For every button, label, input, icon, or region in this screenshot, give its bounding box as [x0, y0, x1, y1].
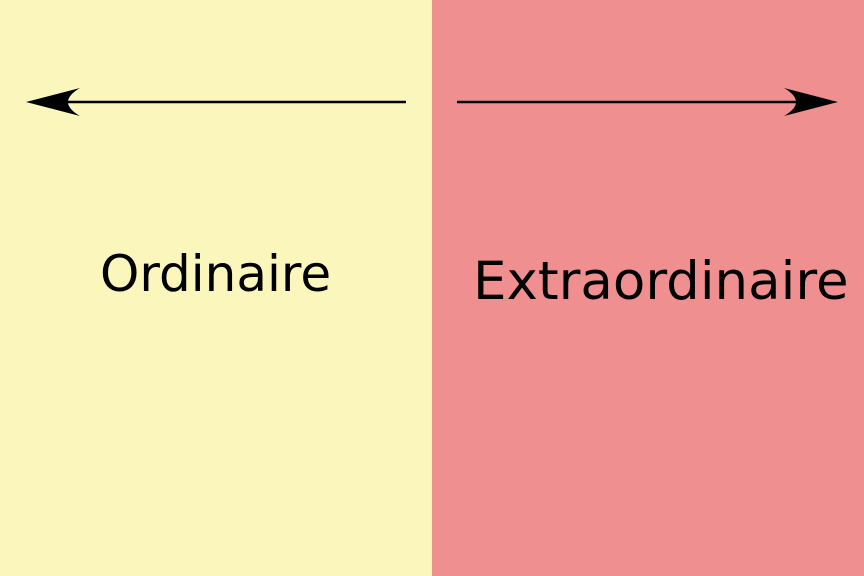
left-arrow: [26, 88, 406, 116]
extraordinary-label: Extraordinaire: [473, 251, 849, 312]
right-arrowhead: [784, 88, 838, 116]
extraordinary-panel: [432, 0, 864, 576]
left-arrowhead: [26, 88, 80, 116]
ordinary-label: Ordinaire: [100, 245, 332, 303]
right-arrow: [457, 88, 838, 116]
ordinary-panel: [0, 0, 432, 576]
